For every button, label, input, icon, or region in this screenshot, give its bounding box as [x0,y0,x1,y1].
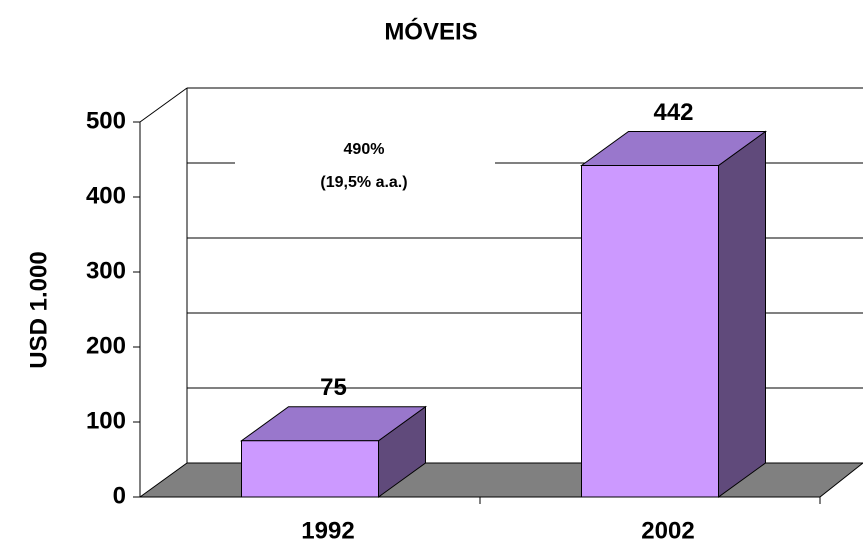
bar [241,440,379,498]
annotation-background [235,130,495,200]
y-tick-label: 100 [86,407,126,434]
data-label: 75 [320,374,347,401]
chart-title: MÓVEIS [384,17,477,45]
annotation: 490% [344,141,385,158]
y-tick-label: 400 [86,182,126,209]
y-tick-label: 500 [86,107,126,134]
x-tick-label: 2002 [641,517,694,544]
y-tick-label: 0 [113,482,126,509]
annotation: (19,5% a.a.) [320,174,407,191]
x-tick-label: 1992 [301,517,354,544]
bar [581,165,719,498]
y-tick-label: 300 [86,257,126,284]
y-axis-label: USD 1.000 [25,251,52,368]
data-label: 442 [653,99,693,126]
wall-edge [139,87,188,123]
y-tick-label: 200 [86,332,126,359]
bar-side [718,130,766,498]
